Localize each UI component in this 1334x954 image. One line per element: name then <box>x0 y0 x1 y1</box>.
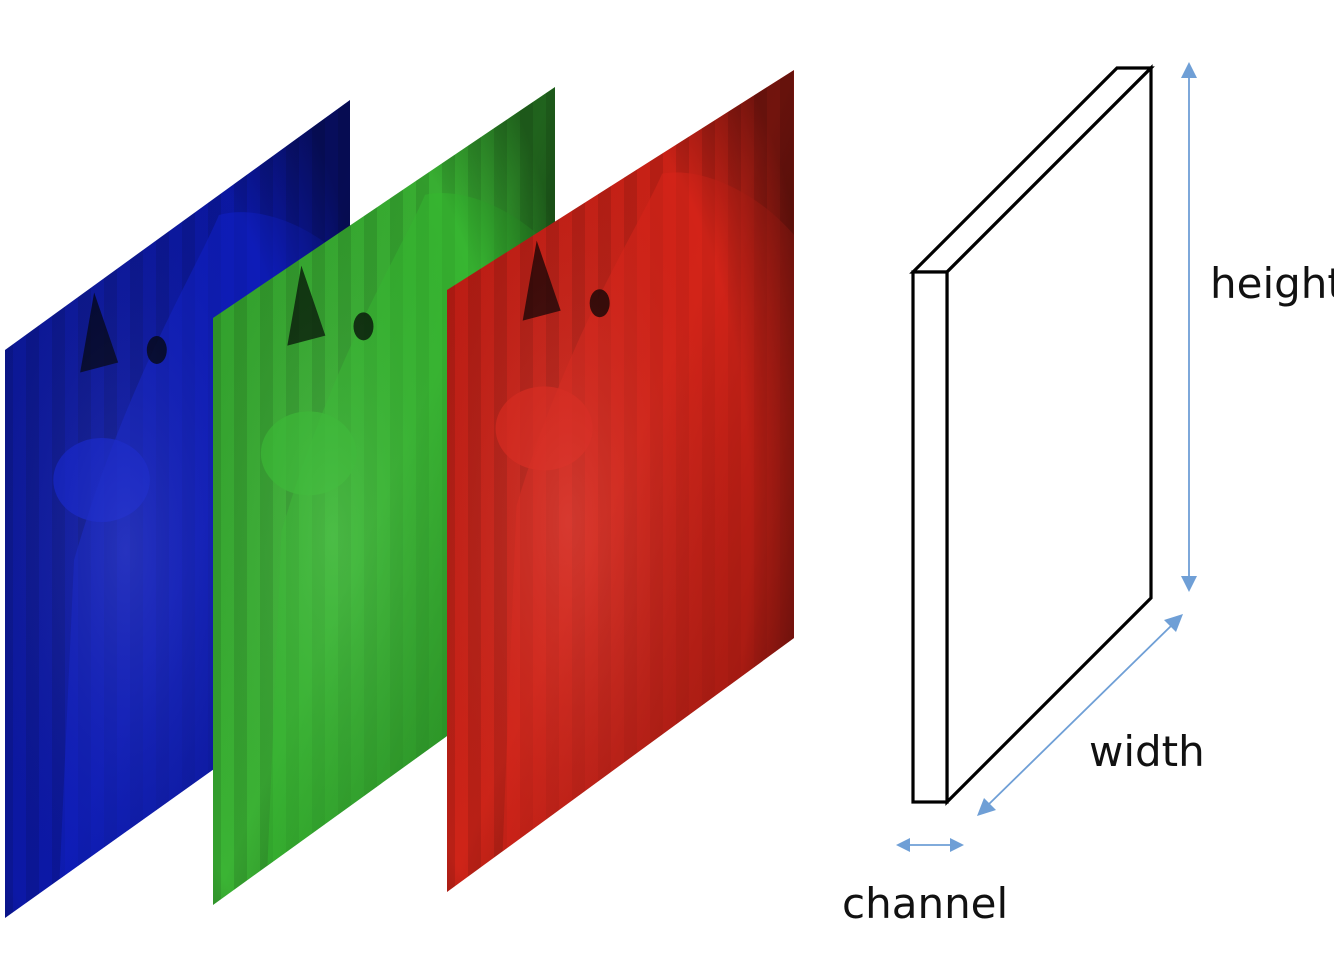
tensor-box-side-face <box>945 64 1153 806</box>
channel-arrow <box>896 838 964 852</box>
tensor-box <box>909 64 1155 806</box>
channel-sheets <box>5 70 794 918</box>
channel-label: channel <box>842 879 1008 928</box>
height-arrow <box>1181 62 1197 592</box>
width-arrow <box>977 614 1183 816</box>
tensor-box-front-face <box>911 270 949 804</box>
width-label: width <box>1089 727 1205 776</box>
height-label: height <box>1210 259 1334 308</box>
